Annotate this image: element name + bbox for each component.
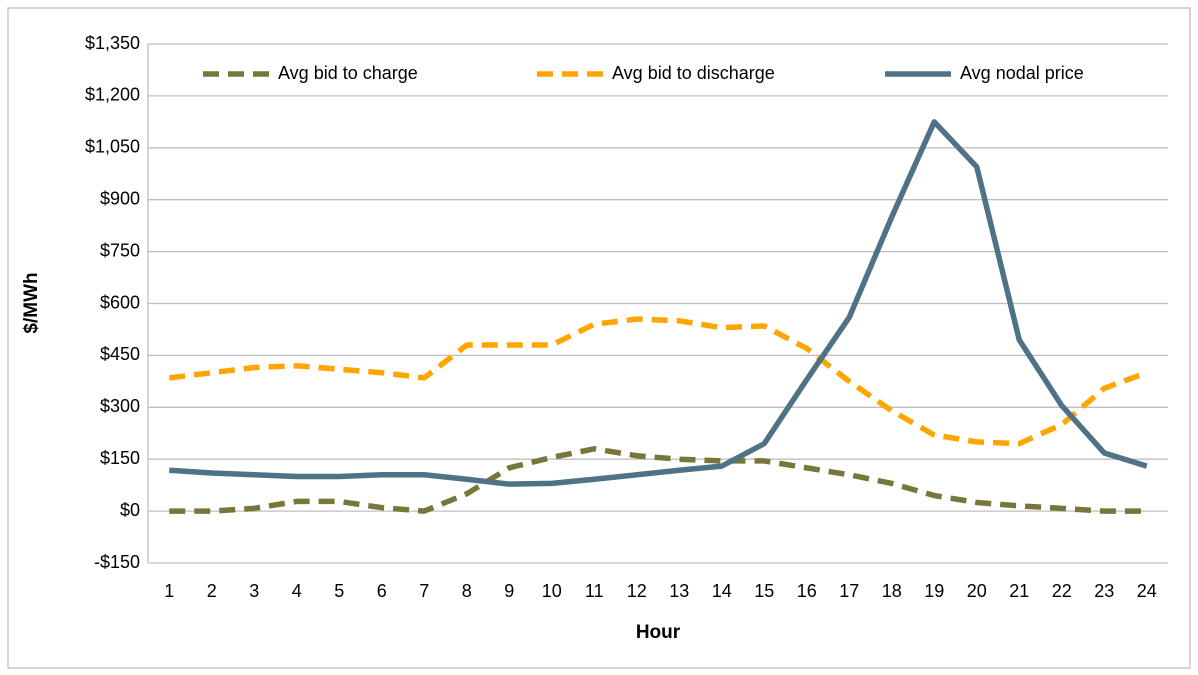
legend-label: Avg bid to discharge xyxy=(612,63,775,83)
series-line xyxy=(168,316,1148,447)
series-line xyxy=(169,119,1148,487)
x-tick-label: 17 xyxy=(839,581,859,601)
y-tick-label: $150 xyxy=(100,448,140,468)
x-tick-label: 2 xyxy=(207,581,217,601)
x-tick-label: 9 xyxy=(504,581,514,601)
x-tick-label: 5 xyxy=(334,581,344,601)
legend-label: Avg bid to charge xyxy=(278,63,418,83)
x-tick-label: 3 xyxy=(249,581,259,601)
x-tick-label: 4 xyxy=(292,581,302,601)
x-tick-label: 13 xyxy=(669,581,689,601)
x-tick-label: 19 xyxy=(924,581,944,601)
y-tick-label: $300 xyxy=(100,396,140,416)
y-tick-label: $1,200 xyxy=(85,85,140,105)
x-tick-label: 7 xyxy=(419,581,429,601)
legend-label: Avg nodal price xyxy=(960,63,1084,83)
x-tick-label: 6 xyxy=(377,581,387,601)
x-tick-label: 1 xyxy=(164,581,174,601)
x-axis-label: Hour xyxy=(636,622,681,643)
y-tick-label: -$150 xyxy=(94,552,140,572)
y-tick-label: $750 xyxy=(100,240,140,260)
y-tick-label: $600 xyxy=(100,292,140,312)
x-tick-label: 23 xyxy=(1094,581,1114,601)
x-tick-label: 20 xyxy=(967,581,987,601)
x-tick-label: 24 xyxy=(1137,581,1157,601)
x-tick-label: 21 xyxy=(1009,581,1029,601)
x-tick-label: 10 xyxy=(542,581,562,601)
y-tick-label: $450 xyxy=(100,344,140,364)
x-tick-label: 14 xyxy=(712,581,732,601)
x-tick-label: 12 xyxy=(627,581,647,601)
series-line xyxy=(169,446,1147,514)
y-tick-label: $1,050 xyxy=(85,137,140,157)
x-tick-label: 18 xyxy=(882,581,902,601)
y-tick-label: $900 xyxy=(100,188,140,208)
chart-border xyxy=(7,7,1191,669)
x-tick-label: 22 xyxy=(1052,581,1072,601)
y-tick-label: $1,350 xyxy=(85,33,140,53)
x-tick-label: 8 xyxy=(462,581,472,601)
y-axis-label: $/MWh xyxy=(21,272,42,333)
x-tick-label: 15 xyxy=(754,581,774,601)
x-tick-label: 16 xyxy=(797,581,817,601)
y-tick-label: $0 xyxy=(120,500,140,520)
x-tick-label: 11 xyxy=(585,581,604,601)
